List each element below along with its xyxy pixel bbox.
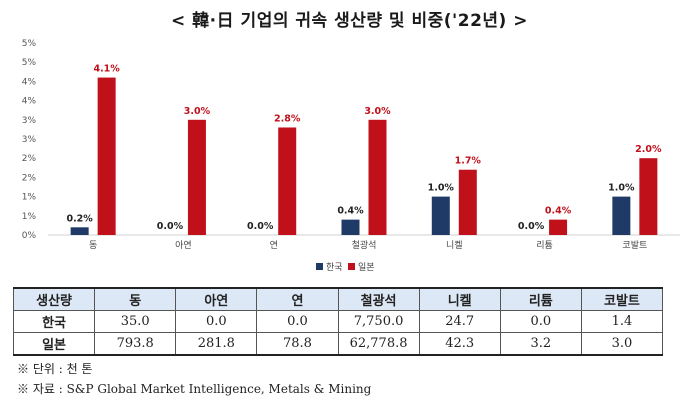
y-tick-label: 4% xyxy=(22,97,37,107)
bar-chart: 0% 1% 1% 2% 2% 3% 3% 4% 4% 5% 5% 동 0.2% 4.1% 아연 0.0% 3.0… xyxy=(22,39,680,273)
bar-japan xyxy=(97,77,116,235)
header-cell: 코발트 xyxy=(580,287,664,311)
x-category-label: 코발트 xyxy=(622,240,647,251)
data-label-korea: 0.2% xyxy=(66,213,93,224)
header-cell: 철광석 xyxy=(337,287,420,311)
row-label: 한국 xyxy=(12,310,96,333)
bar-korea xyxy=(431,196,450,235)
table-cell: 42.3 xyxy=(418,332,501,356)
y-tick-label: 2% xyxy=(22,173,37,183)
data-label-japan: 1.7% xyxy=(455,156,482,167)
legend-swatch-japan xyxy=(348,263,355,270)
bar-japan xyxy=(187,119,206,235)
data-label-korea: 0.0% xyxy=(247,221,274,232)
data-label-korea: 0.0% xyxy=(518,221,545,232)
legend-swatch-korea xyxy=(316,263,323,270)
data-label-japan: 3.0% xyxy=(364,106,391,117)
header-cell: 동 xyxy=(94,287,177,311)
chart-title: < 韓·日 기업의 귀속 생산량 및 비중('22년) > xyxy=(171,11,528,31)
bar-japan xyxy=(549,219,568,235)
table-cell: 3.2 xyxy=(499,332,582,356)
bar-japan xyxy=(278,127,297,235)
data-label-korea: 0.4% xyxy=(337,206,364,217)
table-row: 한국 35.0 0.0 0.0 7,750.0 24.7 0.0 1.4 xyxy=(12,310,664,333)
x-category-label: 철광석 xyxy=(352,239,377,251)
source-note: ※ 자료 : S&P Global Market Intelligence, M… xyxy=(17,382,372,396)
footnotes: ※ 단위 : 천 톤 ※ 자료 : S&P Global Market Inte… xyxy=(17,359,371,399)
row-label: 일본 xyxy=(12,332,96,356)
y-tick-label: 5% xyxy=(22,39,37,49)
x-category-label: 리튬 xyxy=(536,240,553,251)
y-tick-label: 4% xyxy=(22,77,37,87)
data-label-japan: 2.8% xyxy=(274,113,301,124)
table-cell: 24.7 xyxy=(418,310,501,333)
table-cell: 78.8 xyxy=(256,332,339,356)
bar-korea xyxy=(341,219,360,235)
header-cell: 연 xyxy=(256,287,339,311)
bar-japan xyxy=(368,119,387,235)
data-label-korea: 1.0% xyxy=(608,183,635,194)
bar-korea xyxy=(70,227,89,235)
table-cell: 35.0 xyxy=(94,310,177,333)
data-label-japan: 0.4% xyxy=(545,206,572,217)
table-row: 일본 793.8 281.8 78.8 62,778.8 42.3 3.2 3.… xyxy=(12,332,664,356)
header-cell: 아연 xyxy=(175,287,258,311)
data-label-japan: 2.0% xyxy=(635,144,662,155)
table-cell: 0.0 xyxy=(499,310,582,333)
bar-japan xyxy=(639,158,658,235)
production-table: 생산량 동 아연 연 철광석 니켈 리튬 코발트 한국 35.0 0.0 0.0… xyxy=(12,287,664,356)
unit-note: ※ 단위 : 천 톤 xyxy=(17,362,93,376)
y-tick-label: 3% xyxy=(22,135,37,145)
y-tick-label: 2% xyxy=(22,154,37,164)
x-category-label: 니켈 xyxy=(446,239,463,251)
header-cell: 니켈 xyxy=(418,287,501,311)
table-cell: 793.8 xyxy=(94,332,177,356)
header-cell: 리튬 xyxy=(499,287,582,311)
y-tick-label: 1% xyxy=(22,212,37,222)
data-label-japan: 4.1% xyxy=(93,64,120,75)
table-cell: 7,750.0 xyxy=(337,310,420,333)
data-label-korea: 1.0% xyxy=(428,183,455,194)
y-tick-label: 0% xyxy=(22,231,37,241)
table-cell: 3.0 xyxy=(580,332,664,356)
y-tick-label: 1% xyxy=(22,193,37,203)
table-cell: 62,778.8 xyxy=(337,332,420,356)
legend-label-korea: 한국 xyxy=(326,262,343,273)
x-category-label: 동 xyxy=(89,240,97,251)
x-category-label: 아연 xyxy=(175,240,192,251)
x-category-label: 연 xyxy=(270,240,278,251)
table-cell: 1.4 xyxy=(580,310,664,333)
table-header-row: 생산량 동 아연 연 철광석 니켈 리튬 코발트 xyxy=(12,287,664,311)
table-cell: 0.0 xyxy=(175,310,258,333)
header-cell: 생산량 xyxy=(12,287,96,311)
data-label-japan: 3.0% xyxy=(184,106,211,117)
y-tick-label: 3% xyxy=(22,116,37,126)
y-tick-label: 5% xyxy=(22,58,37,68)
legend-label-japan: 일본 xyxy=(358,262,375,273)
data-label-korea: 0.0% xyxy=(157,221,184,232)
table-cell: 281.8 xyxy=(175,332,258,356)
table-cell: 0.0 xyxy=(256,310,339,333)
bar-japan xyxy=(458,169,477,235)
bar-korea xyxy=(612,196,631,235)
